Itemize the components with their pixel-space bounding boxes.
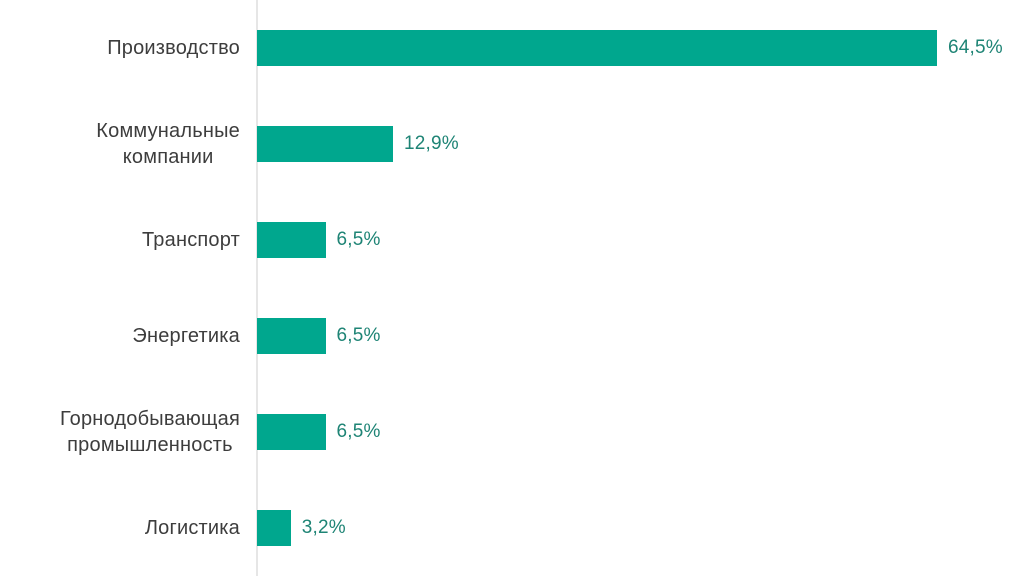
category-label: Горнодобывающая промышленность [59, 408, 240, 456]
bar-row: Транспорт 6,5% [0, 192, 1024, 288]
bar-row: Энергетика 6,5% [0, 288, 1024, 384]
bar [257, 510, 291, 546]
bar [257, 222, 326, 258]
category-label-cell: Производство [0, 35, 240, 61]
category-label: Коммунальные компании [96, 120, 240, 168]
bar-area: 6,5% [240, 318, 1024, 354]
category-label: Энергетика [132, 325, 240, 347]
bar [257, 414, 326, 450]
value-label: 6,5% [336, 421, 381, 442]
axis-line [256, 0, 258, 576]
bar-area: 3,2% [240, 510, 1024, 546]
value-label: 6,5% [336, 229, 381, 250]
bar [257, 126, 393, 162]
bar-row: Коммунальные компании 12,9% [0, 96, 1024, 192]
category-label-cell: Логистика [0, 515, 240, 541]
category-label-cell: Горнодобывающая промышленность [0, 406, 240, 458]
bar [257, 30, 937, 66]
category-label-cell: Энергетика [0, 323, 240, 349]
bar-area: 6,5% [240, 222, 1024, 258]
bar-area: 6,5% [240, 414, 1024, 450]
category-label: Производство [107, 37, 240, 59]
value-label: 6,5% [336, 325, 381, 346]
bar-area: 12,9% [240, 126, 1024, 162]
category-label: Транспорт [142, 229, 240, 251]
category-label-cell: Коммунальные компании [0, 118, 240, 170]
category-label-cell: Транспорт [0, 227, 240, 253]
value-label: 3,2% [301, 517, 346, 538]
category-label: Логистика [144, 517, 240, 539]
value-label: 64,5% [948, 37, 1003, 58]
bar-row: Производство 64,5% [0, 0, 1024, 96]
bar-row: Логистика 3,2% [0, 480, 1024, 576]
bar-area: 64,5% [240, 30, 1024, 66]
value-label: 12,9% [404, 133, 459, 154]
bar-row: Горнодобывающая промышленность 6,5% [0, 384, 1024, 480]
bar [257, 318, 326, 354]
